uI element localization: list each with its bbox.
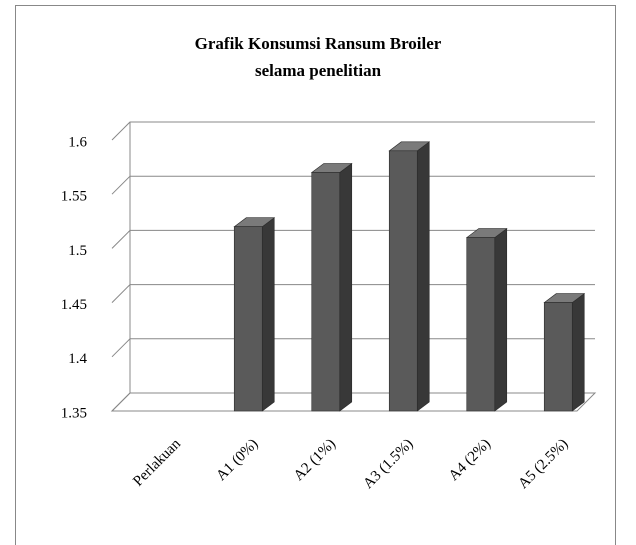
y-tick-label: 1.5 [68,243,87,259]
bar [233,217,276,412]
y-tick-label: 1.55 [61,189,87,205]
grid-line [111,229,595,249]
bar-side [494,227,508,412]
y-tick-label: 1.6 [68,134,87,150]
bar-side [571,293,585,412]
grid-line [111,284,595,303]
grid-line [111,392,595,412]
bar-side [416,141,430,412]
floor [110,392,597,412]
bar-front [311,172,341,412]
bar-front [543,302,573,412]
bar-front [233,226,263,412]
bar-side [339,162,353,412]
bar [388,141,431,412]
bar-side [261,217,275,412]
chart-subtitle: selama penelitian [255,61,382,80]
bar [543,293,586,412]
chart-title: Grafik Konsumsi Ransum Broiler [195,34,442,53]
grid-line [111,175,595,195]
bar-front [388,150,418,412]
grid-line [111,338,595,358]
bar-front [466,237,496,412]
y-tick-label: 1.35 [61,405,87,421]
grid-line [111,121,595,141]
y-tick-label: 1.45 [61,297,87,313]
y-tick-label: 1.4 [68,351,87,367]
bar [310,162,353,412]
bar [465,227,508,412]
